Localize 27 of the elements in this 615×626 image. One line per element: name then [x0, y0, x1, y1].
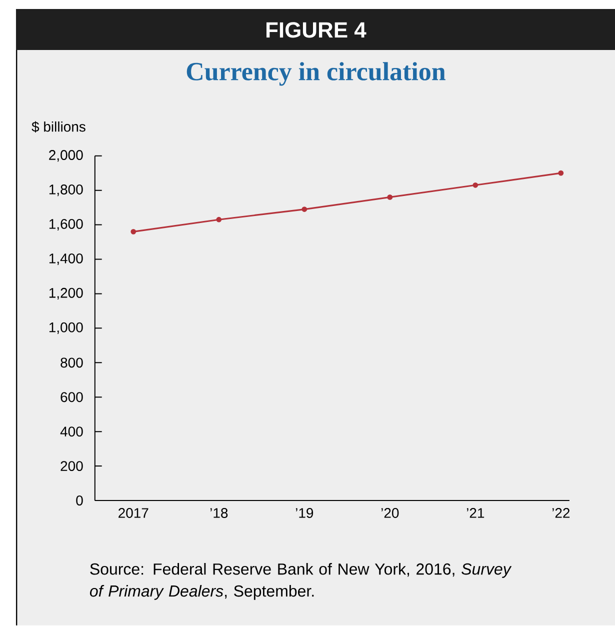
point [472, 182, 478, 188]
y-tick-label: 1,000 [49, 322, 83, 334]
point [386, 194, 392, 200]
y-axis-title: $ billions [31, 121, 86, 133]
y-tick-label: 1,200 [49, 288, 83, 300]
text: Source: Federal Reserve Bank of New York, 2016, Survey of Primary Dealers, September. [90, 562, 512, 600]
point [130, 228, 136, 234]
y-tick-label: 800 [60, 358, 83, 368]
x-tick-label: ’22 [552, 508, 570, 518]
chart-title: FIGURE 4 [266, 22, 366, 38]
point [216, 216, 222, 222]
point [301, 206, 307, 212]
x-tick-label: 2017 [118, 508, 148, 518]
y-tick-label: 600 [60, 392, 83, 402]
x-tick-label: ’18 [210, 508, 228, 518]
y-tick-label: 2,000 [48, 150, 83, 162]
y-tick-label: 1,800 [49, 184, 83, 196]
chart-subtitle: Currency in circulation [186, 62, 446, 86]
y-tick-label: 1,400 [49, 253, 83, 266]
x-tick-label: ’21 [466, 508, 484, 518]
y-tick-label: 0 [76, 496, 83, 506]
point [558, 170, 564, 176]
y-tick-label: 1,600 [49, 218, 83, 231]
y-tick-label: 400 [60, 426, 83, 437]
x-tick-label: ’19 [296, 508, 313, 518]
x-tick-label: ’20 [381, 508, 398, 518]
y-tick-label: 200 [60, 461, 83, 472]
